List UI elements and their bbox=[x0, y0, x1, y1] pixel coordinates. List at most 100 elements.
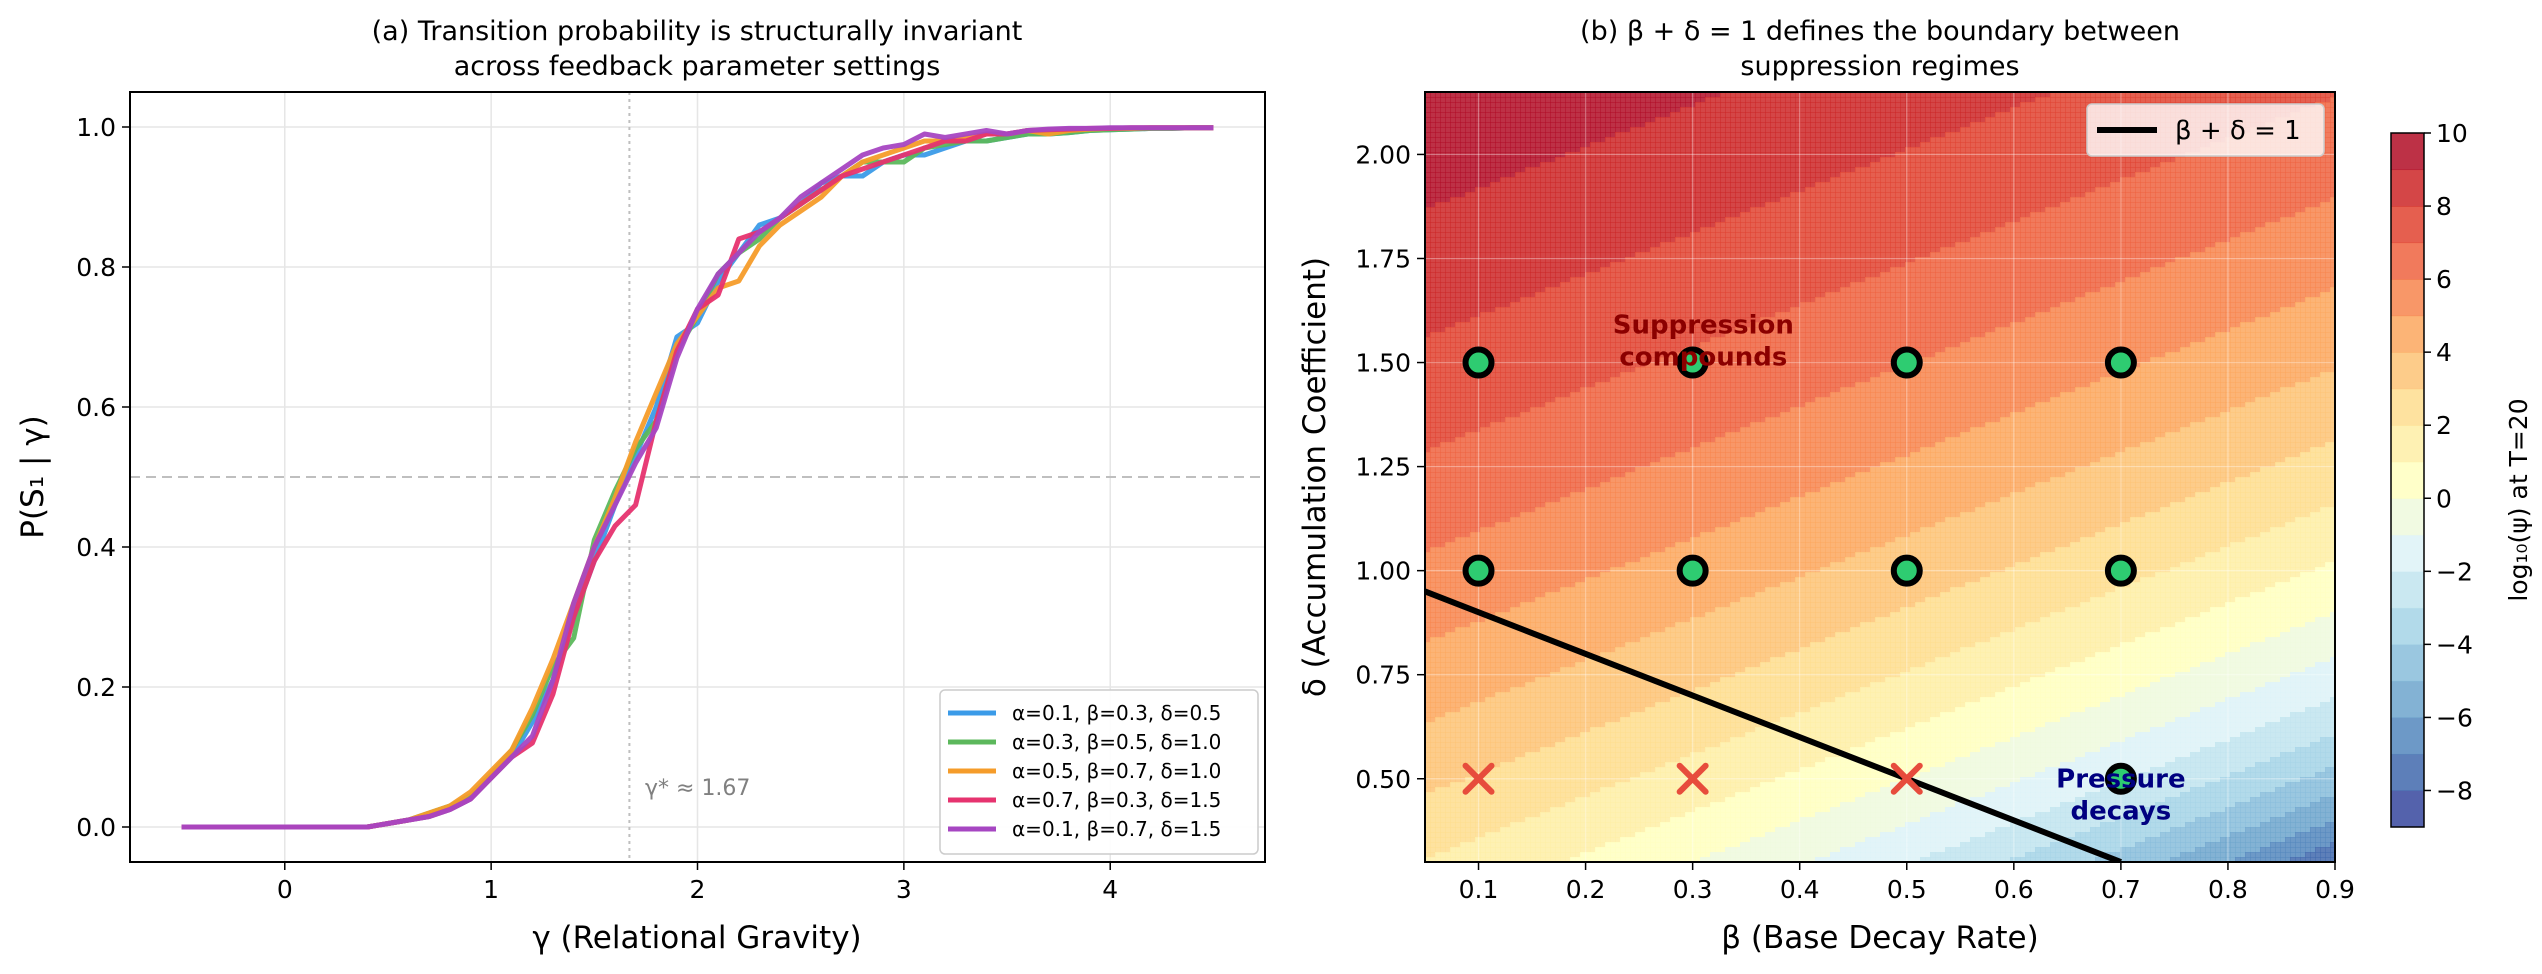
contour-cell bbox=[1435, 512, 1441, 518]
contour-cell bbox=[1455, 772, 1461, 778]
contour-cell bbox=[1440, 677, 1446, 683]
contour-cell bbox=[1440, 357, 1446, 363]
contour-cell bbox=[1435, 542, 1441, 548]
contour-cell bbox=[1430, 522, 1436, 528]
contour-cell bbox=[1440, 772, 1446, 778]
contour-cell bbox=[1460, 697, 1466, 703]
contour-cell bbox=[1465, 292, 1471, 298]
contour-cell bbox=[1445, 827, 1451, 833]
contour-cell bbox=[1435, 162, 1441, 168]
contour-cell bbox=[1460, 242, 1466, 248]
contour-cell bbox=[1460, 802, 1466, 808]
contour-cell bbox=[1450, 747, 1456, 753]
figure: (a) Transition probability is structural… bbox=[0, 0, 2542, 974]
contour-cell bbox=[1460, 847, 1466, 853]
contour-cell bbox=[1445, 127, 1451, 133]
contour-cell bbox=[1450, 667, 1456, 673]
contour-cell bbox=[1435, 627, 1441, 633]
contour-cell bbox=[1465, 217, 1471, 223]
contour-cell bbox=[1435, 467, 1441, 473]
contour-cell bbox=[1440, 552, 1446, 558]
contour-cell bbox=[1450, 452, 1456, 458]
contour-cell bbox=[1465, 187, 1471, 193]
contour-cell bbox=[1460, 452, 1466, 458]
contour-cell bbox=[1465, 467, 1471, 473]
contour-cell bbox=[1430, 317, 1436, 323]
contour-cell bbox=[1440, 737, 1446, 743]
contour-cell bbox=[1440, 822, 1446, 828]
contour-cell bbox=[1430, 572, 1436, 578]
contour-cell bbox=[1440, 507, 1446, 513]
contour-cell bbox=[1465, 487, 1471, 493]
contour-cell bbox=[1445, 482, 1451, 488]
contour-cell bbox=[1445, 787, 1451, 793]
contour-cell bbox=[1455, 657, 1461, 663]
contour-cell bbox=[1435, 552, 1441, 558]
contour-cell bbox=[1440, 292, 1446, 298]
contour-cell bbox=[1455, 452, 1461, 458]
contour-cell bbox=[1430, 702, 1436, 708]
contour-cell bbox=[1450, 417, 1456, 423]
contour-cell bbox=[1435, 847, 1441, 853]
contour-cell bbox=[1435, 502, 1441, 508]
contour-cell bbox=[1440, 452, 1446, 458]
contour-cell bbox=[1430, 162, 1436, 168]
contour-cell bbox=[1460, 402, 1466, 408]
contour-cell bbox=[1430, 517, 1436, 523]
contour-cell bbox=[1460, 722, 1466, 728]
contour-cell bbox=[1430, 117, 1436, 123]
contour-cell bbox=[1440, 732, 1446, 738]
contour-cell bbox=[1445, 132, 1451, 138]
contour-cell bbox=[1445, 397, 1451, 403]
contour-cell bbox=[1440, 407, 1446, 413]
contour-cell bbox=[1455, 237, 1461, 243]
contour-cell bbox=[1465, 422, 1471, 428]
contour-cell bbox=[1460, 212, 1466, 218]
contour-cell bbox=[1445, 317, 1451, 323]
contour-cell bbox=[1450, 722, 1456, 728]
contour-cell bbox=[1435, 762, 1441, 768]
contour-cell bbox=[1465, 207, 1471, 213]
contour-cell bbox=[1455, 837, 1461, 843]
contour-cell bbox=[1455, 697, 1461, 703]
contour-cell bbox=[1460, 237, 1466, 243]
contour-cell bbox=[1450, 122, 1456, 128]
contour-cell bbox=[1455, 787, 1461, 793]
contour-cell bbox=[1450, 612, 1456, 618]
contour-cell bbox=[1440, 607, 1446, 613]
contour-cell bbox=[1455, 762, 1461, 768]
contour-cell bbox=[1450, 492, 1456, 498]
contour-cell bbox=[1430, 297, 1436, 303]
contour-cell bbox=[1435, 742, 1441, 748]
contour-cell bbox=[1460, 347, 1466, 353]
contour-cell bbox=[1465, 472, 1471, 478]
contour-cell bbox=[1455, 712, 1461, 718]
contour-cell bbox=[1455, 307, 1461, 313]
contour-cell bbox=[1465, 247, 1471, 253]
contour-cell bbox=[1450, 332, 1456, 338]
contour-cell bbox=[1440, 177, 1446, 183]
panel-a-x-tick-label: 4 bbox=[1102, 875, 1118, 904]
contour-cell bbox=[1430, 737, 1436, 743]
contour-cell bbox=[1445, 527, 1451, 533]
contour-cell bbox=[1455, 667, 1461, 673]
contour-cell bbox=[1430, 432, 1436, 438]
legend-label-2: α=0.3, β=0.5, δ=1.0 bbox=[1012, 730, 1221, 754]
contour-cell bbox=[1460, 262, 1466, 268]
contour-cell bbox=[1465, 162, 1471, 168]
contour-cell bbox=[1450, 302, 1456, 308]
contour-cell bbox=[1465, 282, 1471, 288]
contour-cell bbox=[1465, 342, 1471, 348]
contour-cell bbox=[1460, 827, 1466, 833]
contour-cell bbox=[1450, 647, 1456, 653]
contour-cell bbox=[1455, 207, 1461, 213]
contour-cell bbox=[1450, 187, 1456, 193]
contour-cell bbox=[1455, 487, 1461, 493]
contour-cell bbox=[1445, 312, 1451, 318]
contour-cell bbox=[1460, 307, 1466, 313]
contour-cell bbox=[1450, 372, 1456, 378]
contour-cell bbox=[1445, 342, 1451, 348]
contour-cell bbox=[1440, 542, 1446, 548]
contour-cell bbox=[1460, 592, 1466, 598]
contour-cell bbox=[1445, 427, 1451, 433]
